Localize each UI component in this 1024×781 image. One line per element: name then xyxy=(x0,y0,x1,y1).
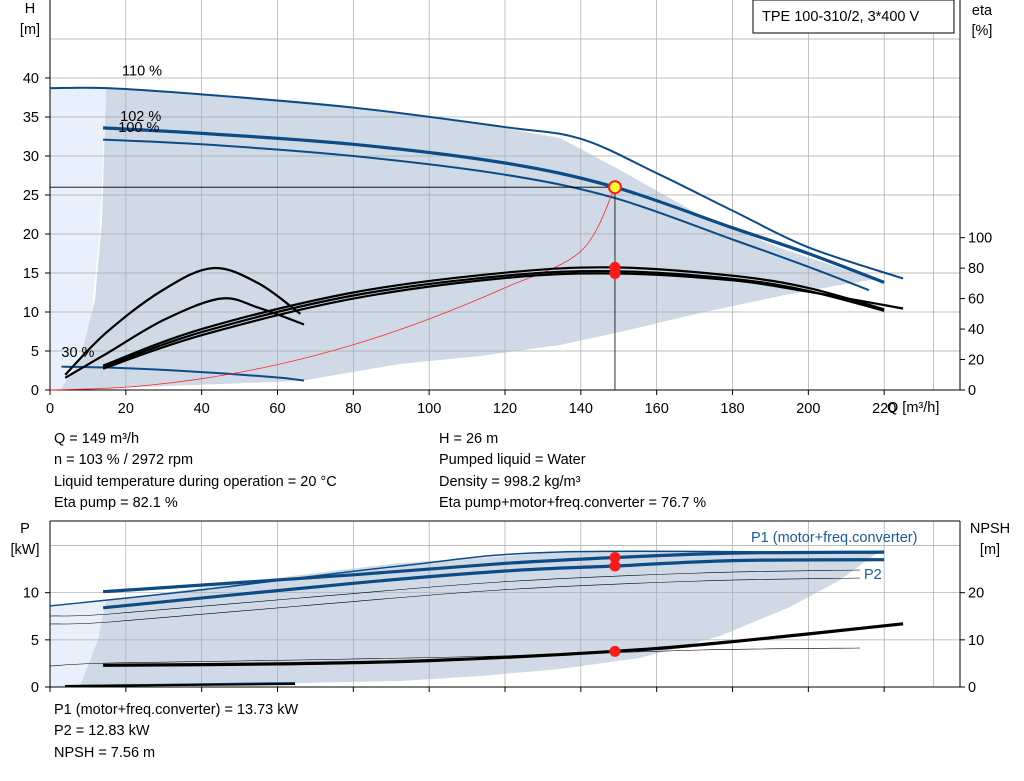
npsh-curve xyxy=(103,622,904,667)
x-tick-label: 200 xyxy=(796,401,820,417)
head-curve xyxy=(49,86,904,280)
info-density: Density = 998.2 kg/m³ xyxy=(439,473,581,490)
info-liquid-temperature: Liquid temperature during operation = 20… xyxy=(54,473,337,490)
y-tick-label: 20 xyxy=(23,227,39,243)
duty-info-left: Q = 149 m³/h n = 103 % / 2972 rpm Liquid… xyxy=(54,429,337,515)
x-tick-label: 0 xyxy=(46,401,54,417)
npsh-curve-thin xyxy=(49,647,861,667)
efficiency-point-marker xyxy=(609,267,621,279)
y-tick-label: 35 xyxy=(23,110,39,126)
y2-tick-label: 20 xyxy=(968,353,984,369)
y-tick-label: 25 xyxy=(23,188,39,204)
npsh-axis-title: NPSH xyxy=(970,521,1010,537)
curve-label: 102 % xyxy=(120,109,161,125)
y-tick-label: 10 xyxy=(23,586,39,602)
power-curve-thin xyxy=(49,569,861,617)
max-power-curve xyxy=(49,550,878,607)
x-tick-label: 40 xyxy=(194,401,210,417)
x-tick-label: 160 xyxy=(645,401,669,417)
y-tick-label: 5 xyxy=(31,633,39,649)
npsh-axis-unit: [m] xyxy=(980,542,1000,558)
y2-axis-title: eta xyxy=(972,3,993,19)
x-tick-label: 20 xyxy=(118,401,134,417)
y-tick-label: 5 xyxy=(31,344,39,360)
y2-tick-label: 60 xyxy=(968,292,984,308)
y-tick-label: 10 xyxy=(23,305,39,321)
y-tick-label: 15 xyxy=(23,266,39,282)
head-curve xyxy=(61,365,305,382)
power-curve-thin xyxy=(49,577,861,625)
curve-label: 110 % xyxy=(122,64,162,80)
x-tick-label: 120 xyxy=(493,401,517,417)
x-tick-label: 60 xyxy=(269,401,285,417)
operating-area xyxy=(80,552,877,686)
y2-axis-unit: [%] xyxy=(972,23,993,39)
y2-tick-label: 100 xyxy=(968,231,992,247)
info-eta-pump: Eta pump = 82.1 % xyxy=(54,495,178,512)
power-curve xyxy=(102,550,885,594)
y-tick-label: 40 xyxy=(23,71,39,87)
y2-tick-label: 80 xyxy=(968,261,984,277)
info-speed: n = 103 % / 2972 rpm xyxy=(54,452,194,469)
chart-title: TPE 100-310/2, 3*400 V xyxy=(762,9,920,25)
y-tick-label: 0 xyxy=(31,680,39,696)
efficiency-curve xyxy=(102,269,885,369)
y-axis-title: H xyxy=(25,1,35,17)
head-efficiency-panel: 0 20 40 60 80 100 120 140 160 180 200 2200510152025… xyxy=(20,0,993,417)
info-eta-total: Eta pump+motor+freq.converter = 76.7 % xyxy=(439,495,707,512)
head-curve xyxy=(103,138,870,292)
p1-series-label: P1 (motor+freq.converter) xyxy=(751,530,917,546)
y2-tick-label: 40 xyxy=(968,322,984,338)
info-p1: P1 (motor+freq.converter) = 13.73 kW xyxy=(54,702,299,718)
info-p2: P2 = 12.83 kW xyxy=(54,723,150,740)
x-tick-label: 100 xyxy=(417,401,441,417)
title-box xyxy=(752,0,955,34)
curve-label: 100 % xyxy=(118,120,159,136)
p-axis-unit: [kW] xyxy=(11,542,40,558)
y-tick-label: 30 xyxy=(23,149,39,165)
system-curve xyxy=(49,187,616,391)
p2-point-marker xyxy=(609,560,621,572)
y-axis-unit: [m] xyxy=(20,22,40,38)
power-npsh-panel: 0 5 10 0 10 20 P [kW] NPSH [m] P1 (motor+freq.conv… xyxy=(11,520,1010,696)
power-curve xyxy=(102,558,885,610)
duty-info-right: H = 26 m Pumped liquid = Water Density =… xyxy=(439,429,706,515)
y2-tick-label: 20 xyxy=(968,586,984,602)
x-tick-label: 220 xyxy=(872,401,896,417)
duty-point-marker xyxy=(607,180,622,195)
efficiency-curve xyxy=(102,266,885,367)
efficiency-curve xyxy=(64,266,301,376)
x-tick-label: 140 xyxy=(569,401,593,417)
npsh-point-marker xyxy=(609,645,621,657)
min-npsh-curve xyxy=(64,683,296,687)
power-info: P1 (motor+freq.converter) = 13.73 kW P2 … xyxy=(54,700,298,764)
x-tick-label: 180 xyxy=(720,401,744,417)
y2-tick-label: 0 xyxy=(968,383,976,399)
low-flow-area xyxy=(50,88,106,390)
x-tick-label: 80 xyxy=(345,401,361,417)
info-flow: Q = 149 m³/h xyxy=(54,431,140,447)
info-npsh: NPSH = 7.56 m xyxy=(54,744,156,761)
p2-series-label: P2 xyxy=(864,567,882,583)
info-head: H = 26 m xyxy=(439,431,499,447)
y-tick-label: 0 xyxy=(31,383,39,399)
p1-point-marker xyxy=(609,552,621,564)
head-curve xyxy=(103,126,885,284)
curve-label: 30 % xyxy=(61,345,94,361)
efficiency-curve xyxy=(64,297,305,379)
y2-tick-label: 10 xyxy=(968,633,984,649)
info-pumped-liquid: Pumped liquid = Water xyxy=(439,452,586,469)
efficiency-curve xyxy=(102,272,904,370)
x-axis-title: Q [m³/h] xyxy=(887,400,939,416)
y2-tick-label: 0 xyxy=(968,680,976,696)
p-axis-title: P xyxy=(20,521,30,537)
